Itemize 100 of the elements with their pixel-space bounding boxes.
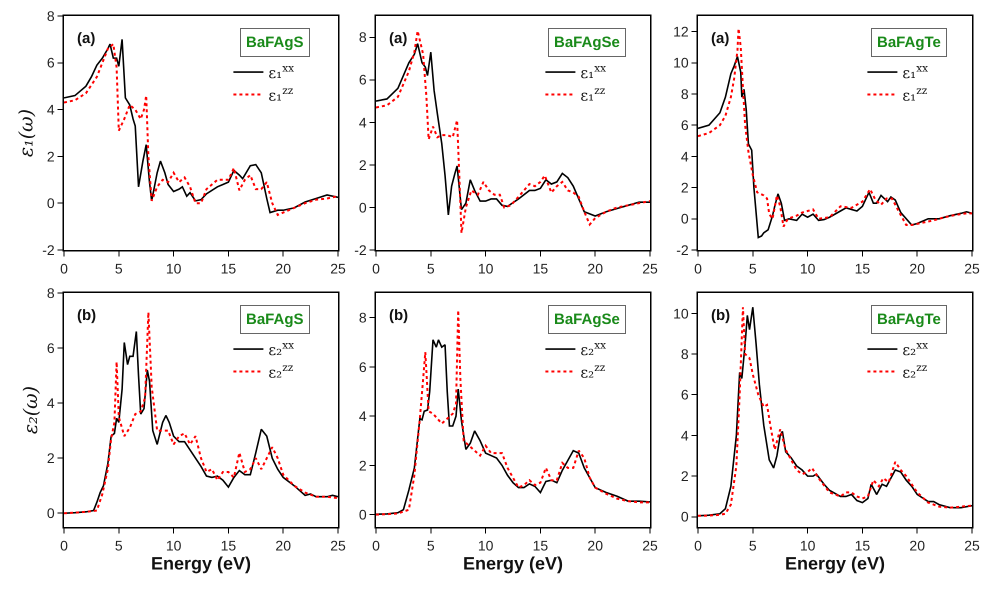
annotation: (b) bbox=[77, 307, 96, 324]
y-tick-label: 8 bbox=[46, 8, 55, 24]
y-tick-label: -2 bbox=[42, 242, 55, 258]
x-tick-label: 0 bbox=[694, 260, 702, 276]
annotation: BaFAgS bbox=[246, 34, 304, 51]
y-tick-label: -2 bbox=[676, 242, 689, 258]
annotation: BaFAgSe bbox=[554, 34, 620, 51]
y-tick-label: 10 bbox=[673, 54, 689, 71]
legend-label: ε₂$^{zz}$ bbox=[268, 362, 294, 382]
y-tick-label: 2 bbox=[46, 450, 55, 466]
y-tick-label: 6 bbox=[680, 386, 689, 403]
y-axis-title: ε₁(ω) bbox=[15, 108, 38, 158]
x-tick-label: 15 bbox=[532, 260, 548, 276]
x-tick-label: 20 bbox=[587, 260, 604, 276]
y-tick-label: 2 bbox=[358, 156, 367, 173]
x-tick-label: 15 bbox=[220, 537, 236, 554]
legend-label: ε₁$^{zz}$ bbox=[268, 85, 294, 104]
y-tick-label: 0 bbox=[358, 506, 367, 523]
line-series bbox=[698, 27, 972, 228]
legend-label: ε₁$^{zz}$ bbox=[902, 85, 928, 104]
x-tick-label: 25 bbox=[964, 260, 980, 276]
x-tick-label: 10 bbox=[478, 537, 494, 554]
y-tick-label: 0 bbox=[46, 195, 55, 212]
x-tick-label: 10 bbox=[800, 260, 816, 276]
y-tick-label: 8 bbox=[358, 310, 367, 326]
y-axis-title: ε₂(ω) bbox=[20, 386, 42, 434]
x-tick-label: 15 bbox=[854, 537, 870, 554]
x-tick-label: 0 bbox=[694, 537, 702, 554]
x-tick-label: 20 bbox=[275, 537, 292, 554]
legend-label: ε₁$^{zz}$ bbox=[580, 85, 606, 104]
y-tick-label: 12 bbox=[673, 24, 689, 40]
x-tick-label: 25 bbox=[964, 537, 980, 554]
x-tick-label: 10 bbox=[800, 537, 816, 554]
x-tick-label: 25 bbox=[642, 537, 658, 554]
y-tick-label: 2 bbox=[358, 457, 367, 474]
legend-label: ε₁$^{xx}$ bbox=[902, 62, 928, 82]
y-tick-label: 4 bbox=[358, 408, 367, 424]
x-axis-title: Energy (eV) bbox=[784, 553, 886, 574]
annotation: (a) bbox=[77, 30, 96, 47]
x-tick-label: 5 bbox=[114, 260, 123, 276]
y-tick-label: 2 bbox=[680, 180, 689, 196]
y-tick-label: 2 bbox=[680, 468, 689, 484]
x-tick-label: 20 bbox=[275, 260, 292, 276]
annotation: (a) bbox=[711, 30, 730, 47]
annotation: (a) bbox=[389, 30, 408, 47]
x-tick-label: 10 bbox=[166, 260, 182, 276]
y-tick-label: 4 bbox=[680, 427, 689, 444]
y-tick-label: 8 bbox=[680, 86, 689, 102]
x-tick-label: 10 bbox=[166, 537, 182, 554]
legend-label: ε₂$^{zz}$ bbox=[580, 362, 606, 382]
y-tick-label: -2 bbox=[354, 242, 367, 258]
x-tick-label: 0 bbox=[60, 260, 68, 276]
legend-label: ε₂$^{xx}$ bbox=[580, 340, 606, 359]
y-tick-label: 4 bbox=[46, 395, 55, 412]
y-tick-label: 0 bbox=[680, 508, 689, 525]
annotation: BaFAgSe bbox=[554, 311, 620, 328]
x-tick-label: 10 bbox=[478, 260, 494, 276]
annotation: BaFAgS bbox=[246, 311, 304, 328]
x-tick-label: 5 bbox=[748, 537, 757, 554]
legend-label: ε₂$^{xx}$ bbox=[902, 340, 928, 359]
y-tick-label: 10 bbox=[673, 305, 689, 322]
y-tick-label: 2 bbox=[46, 148, 55, 164]
x-tick-label: 25 bbox=[330, 260, 346, 276]
y-tick-label: 8 bbox=[680, 346, 689, 362]
legend-label: ε₁$^{xx}$ bbox=[268, 62, 294, 82]
x-tick-label: 5 bbox=[426, 260, 435, 276]
x-tick-label: 5 bbox=[426, 537, 435, 554]
annotation: BaFAgTe bbox=[877, 34, 941, 51]
y-tick-label: 0 bbox=[46, 505, 55, 522]
annotation: BaFAgTe bbox=[877, 311, 941, 328]
annotation: (b) bbox=[711, 307, 730, 324]
x-tick-label: 15 bbox=[220, 260, 236, 276]
y-tick-label: 8 bbox=[358, 29, 367, 46]
y-tick-label: 6 bbox=[358, 358, 367, 375]
legend-label: ε₂$^{zz}$ bbox=[902, 362, 928, 382]
x-axis-title: Energy (eV) bbox=[150, 553, 252, 574]
x-tick-label: 20 bbox=[909, 260, 926, 276]
x-tick-label: 0 bbox=[372, 260, 380, 276]
x-tick-label: 5 bbox=[114, 537, 123, 554]
y-tick-label: 6 bbox=[46, 54, 55, 71]
y-tick-label: 4 bbox=[680, 148, 689, 164]
y-tick-label: 4 bbox=[46, 102, 55, 118]
y-tick-label: 4 bbox=[358, 114, 367, 130]
x-tick-label: 5 bbox=[748, 260, 757, 276]
y-tick-label: 6 bbox=[46, 340, 55, 356]
y-tick-label: 8 bbox=[46, 284, 55, 301]
x-tick-label: 0 bbox=[60, 537, 68, 554]
y-tick-label: 0 bbox=[680, 210, 689, 227]
y-tick-label: 6 bbox=[358, 72, 367, 88]
x-tick-label: 25 bbox=[330, 537, 346, 554]
x-tick-label: 15 bbox=[532, 537, 548, 554]
x-axis-title: Energy (eV) bbox=[462, 553, 564, 574]
legend-label: ε₂$^{xx}$ bbox=[268, 340, 294, 359]
x-tick-label: 20 bbox=[909, 537, 926, 554]
x-tick-label: 20 bbox=[587, 537, 604, 554]
x-tick-label: 15 bbox=[854, 260, 870, 276]
y-tick-label: 6 bbox=[680, 117, 689, 134]
legend-label: ε₁$^{xx}$ bbox=[580, 62, 606, 82]
x-tick-label: 0 bbox=[372, 537, 380, 554]
annotation: (b) bbox=[389, 307, 408, 324]
